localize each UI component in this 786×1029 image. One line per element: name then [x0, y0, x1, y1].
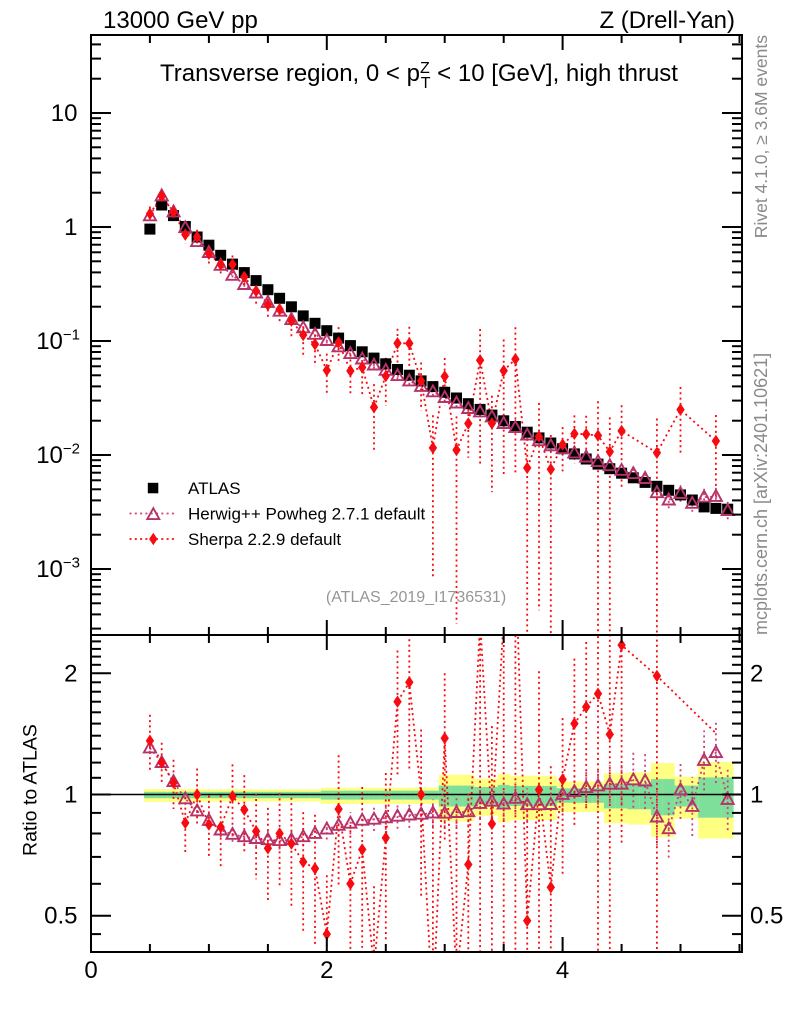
svg-text:Ratio to ATLAS: Ratio to ATLAS: [20, 724, 42, 856]
svg-text:1: 1: [750, 782, 763, 809]
svg-text:4: 4: [556, 957, 569, 984]
svg-text:Herwig++ Powheg 2.7.1 default: Herwig++ Powheg 2.7.1 default: [188, 505, 425, 524]
svg-text:2: 2: [750, 660, 763, 687]
svg-text:0.5: 0.5: [44, 903, 77, 930]
svg-text:mcplots.cern.ch [arXiv:2401.10: mcplots.cern.ch [arXiv:2401.10621]: [751, 353, 771, 635]
svg-text:Transverse region, 0 < pZT < 1: Transverse region, 0 < pZ T < 10 [GeV], h…: [160, 60, 678, 92]
svg-text:Z (Drell-Yan): Z (Drell-Yan): [599, 7, 735, 34]
svg-text:1: 1: [64, 782, 77, 809]
svg-text:10: 10: [51, 100, 78, 127]
svg-text:(ATLAS_2019_I1736531): (ATLAS_2019_I1736531): [326, 589, 506, 606]
svg-text:2: 2: [64, 660, 77, 687]
svg-text:13000 GeV pp: 13000 GeV pp: [103, 7, 258, 34]
svg-text:1: 1: [64, 214, 77, 241]
svg-text:Sherpa 2.2.9 default: Sherpa 2.2.9 default: [188, 530, 341, 549]
svg-text:2: 2: [320, 957, 333, 984]
svg-text:Rivet 4.1.0, ≥ 3.6M events: Rivet 4.1.0, ≥ 3.6M events: [751, 35, 771, 238]
svg-text:10−2: 10−2: [36, 441, 80, 470]
svg-text:10−3: 10−3: [36, 555, 80, 584]
svg-text:ATLAS: ATLAS: [188, 479, 241, 498]
svg-text:0.5: 0.5: [750, 903, 783, 930]
svg-text:0: 0: [84, 957, 97, 984]
